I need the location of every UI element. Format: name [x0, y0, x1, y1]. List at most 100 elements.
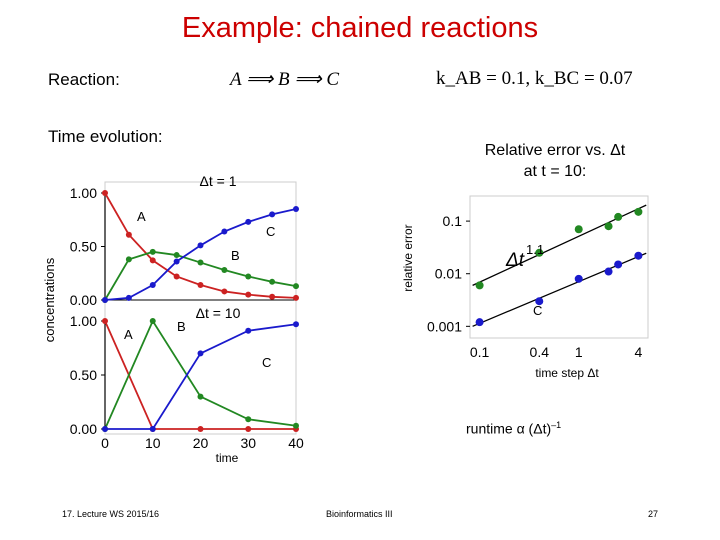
data-point-A: [197, 282, 204, 289]
data-point-A: [102, 190, 108, 196]
runtime-label: runtime α (Δt)–1: [466, 420, 561, 437]
footer-lecture: 17. Lecture WS 2015/16: [62, 509, 160, 519]
series-label-C: C: [533, 303, 542, 318]
data-point-B: [149, 248, 156, 255]
data-point-C: [102, 426, 108, 432]
relative-error-title-line2: at t = 10:: [523, 163, 587, 180]
data-point-B: [634, 207, 643, 216]
series-line-B: [104, 319, 297, 430]
data-point-B: [614, 212, 623, 221]
x-tick-label: 4: [634, 344, 642, 360]
x-tick-label: 0: [101, 435, 109, 451]
runtime-label-text: runtime α (Δt): [466, 420, 552, 437]
y-tick-label: 0.00: [70, 421, 97, 437]
y-tick-label: 1.00: [70, 313, 97, 329]
reaction-equation: A ⟹ B ⟹ C: [230, 69, 340, 90]
data-point-B: [173, 252, 180, 259]
slope-exponent: 1.1: [526, 242, 544, 257]
series-label-C: C: [266, 224, 275, 239]
data-point-B: [475, 281, 484, 290]
data-point-C: [102, 297, 108, 303]
panel-title: Δt = 10: [196, 305, 241, 321]
data-point-B: [245, 273, 252, 280]
runtime-exponent: –1: [551, 420, 562, 430]
data-point-C: [149, 426, 156, 432]
data-point-C: [293, 321, 299, 328]
x-tick-label: 0.4: [530, 344, 550, 360]
x-tick-label: 0.1: [470, 344, 490, 360]
data-point-B: [604, 222, 613, 231]
data-point-C: [149, 282, 156, 289]
data-point-B: [197, 393, 204, 400]
data-point-C: [634, 251, 643, 260]
x-axis-label: time: [216, 451, 239, 465]
data-point-A: [293, 294, 299, 301]
data-point-C: [535, 297, 544, 306]
relative-error-frame: [469, 195, 649, 339]
data-point-B: [221, 267, 228, 274]
x-tick-label: 1: [575, 344, 583, 360]
data-point-C: [574, 274, 583, 283]
x-tick-label: 30: [240, 435, 256, 451]
data-point-A: [245, 426, 252, 432]
series-line-B: [104, 250, 297, 301]
data-point-C: [475, 318, 484, 327]
y-axis-label: concentrations: [42, 257, 57, 342]
data-point-C: [245, 218, 252, 225]
data-point-C: [197, 350, 204, 357]
data-point-A: [149, 257, 156, 264]
data-point-B: [245, 416, 252, 423]
data-point-B: [574, 225, 583, 234]
data-point-C: [293, 206, 299, 213]
data-point-C: [269, 211, 276, 218]
series-label-C: C: [262, 355, 271, 370]
series-line-A: [104, 320, 296, 430]
data-point-B: [269, 278, 276, 285]
y-axis-label: relative error: [401, 224, 415, 291]
page-number: 27: [648, 509, 659, 519]
slope-annotation: Δt: [505, 250, 525, 271]
data-point-B: [293, 422, 299, 429]
y-tick-label: 0.01: [435, 266, 462, 282]
series-label-A: A: [124, 327, 133, 342]
series-line-C: [105, 323, 297, 430]
slide-title: Example: chained reactions: [181, 12, 539, 44]
data-point-C: [125, 294, 132, 301]
y-tick-label: 0.50: [70, 239, 97, 255]
data-point-C: [245, 327, 252, 334]
reaction-label: Reaction:: [48, 70, 120, 89]
x-tick-label: 10: [145, 435, 161, 451]
panel-title: Δt = 1: [200, 173, 237, 189]
y-tick-label: 0.50: [70, 367, 97, 383]
time-evolution-frame: [104, 181, 297, 435]
data-point-A: [197, 426, 204, 432]
y-tick-label: 1.00: [70, 185, 97, 201]
data-point-B: [535, 248, 544, 257]
data-point-A: [173, 273, 180, 280]
data-point-C: [173, 258, 180, 265]
data-point-C: [221, 228, 228, 235]
footer-course: Bioinformatics III: [326, 509, 393, 519]
y-tick-label: 0.1: [443, 213, 463, 229]
relative-error-title-line1: Relative error vs. Δt: [484, 142, 626, 159]
data-point-A: [102, 318, 108, 324]
x-tick-label: 40: [288, 435, 304, 451]
x-tick-label: 20: [193, 435, 209, 451]
x-axis-label: time step Δt: [535, 366, 599, 380]
data-point-A: [245, 291, 252, 298]
data-point-B: [197, 259, 204, 266]
data-point-C: [604, 267, 613, 276]
data-point-B: [293, 283, 299, 290]
series-label-A: A: [137, 209, 146, 224]
data-point-B: [149, 318, 156, 324]
series-label-B: B: [231, 248, 240, 263]
data-point-A: [125, 231, 132, 238]
relative-error-title: Relative error vs. Δt at t = 10:: [455, 140, 655, 182]
data-point-A: [221, 288, 228, 295]
series-label-B: B: [177, 319, 186, 334]
data-point-C: [197, 242, 204, 249]
y-tick-label: 0.00: [70, 292, 97, 308]
time-evolution-label: Time evolution:: [48, 127, 163, 146]
rate-constants: k_AB = 0.1, k_BC = 0.07: [436, 68, 633, 89]
